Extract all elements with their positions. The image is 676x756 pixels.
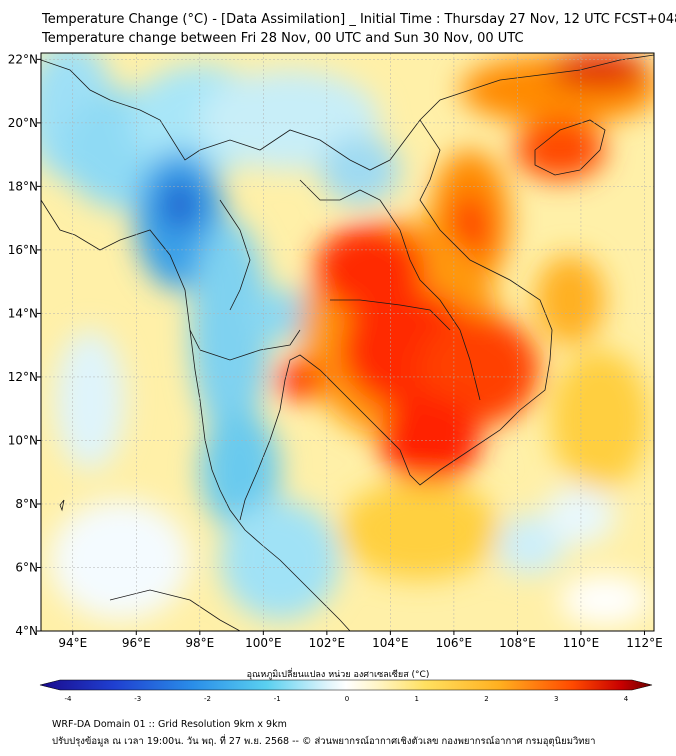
longitude-tick-label: 98°E	[185, 636, 214, 650]
latitude-ticks: 22°N 20°N 18°N 16°N 14°N 12°N 10°N 8°N 6°N 4°N	[8, 52, 41, 638]
longitude-tick-label: 104°E	[372, 636, 409, 650]
longitude-tick-label: 106°E	[436, 636, 473, 650]
footer-model-info: WRF-DA Domain 01 :: Grid Resolution 9km …	[52, 719, 287, 730]
colorbar-tick-label: 1	[415, 695, 419, 703]
longitude-tick-label: 100°E	[245, 636, 282, 650]
latitude-tick-label: 12°N	[8, 370, 38, 384]
longitude-ticks: 94°E 96°E 98°E 100°E 102°E 104°E 106°E 108°E 110…	[58, 631, 663, 650]
chart-subtitle: Temperature change between Fri 28 Nov, 0…	[42, 31, 524, 46]
longitude-tick-label: 96°E	[122, 636, 151, 650]
latitude-tick-label: 4°N	[15, 624, 38, 638]
colorbar-tick-label: 4	[624, 695, 629, 703]
latitude-tick-label: 16°N	[8, 243, 38, 257]
latitude-tick-label: 20°N	[8, 116, 38, 130]
longitude-tick-label: 94°E	[58, 636, 87, 650]
map-gridlines	[41, 53, 654, 632]
latitude-tick-label: 18°N	[8, 179, 38, 193]
colorbar: -4 -3 -2 -1 0 1 2 3 4	[39, 679, 653, 703]
colorbar-tick-label: -2	[204, 695, 211, 703]
colorbar-bar	[39, 679, 653, 691]
longitude-tick-label: 108°E	[499, 636, 536, 650]
chart-title: Temperature Change (°C) - [Data Assimila…	[42, 12, 676, 27]
colorbar-label: อุณหภูมิเปลี่ยนแปลง หน่วย องศาเซลเซียส (…	[246, 670, 430, 680]
latitude-tick-label: 10°N	[8, 433, 38, 447]
colorbar-ticks: -4 -3 -2 -1 0 1 2 3 4	[65, 695, 629, 703]
temperature-field	[41, 53, 654, 631]
footer-update-info: ปรับปรุงข้อมูล ณ เวลา 19:00น. วัน พฤ. ที…	[52, 736, 596, 747]
colorbar-tick-label: 0	[345, 695, 349, 703]
longitude-tick-label: 110°E	[563, 636, 600, 650]
latitude-tick-label: 6°N	[15, 560, 38, 574]
colorbar-tick-label: -4	[65, 695, 73, 703]
latitude-tick-label: 14°N	[8, 306, 38, 320]
colorbar-tick-label: 3	[554, 695, 558, 703]
colorbar-tick-label: -3	[134, 695, 141, 703]
latitude-tick-label: 8°N	[15, 497, 38, 511]
colorbar-tick-label: 2	[484, 695, 488, 703]
longitude-tick-label: 102°E	[309, 636, 346, 650]
coastlines	[41, 54, 654, 631]
colorbar-tick-label: -1	[274, 695, 281, 703]
longitude-tick-label: 112°E	[626, 636, 663, 650]
map-frame	[40, 52, 655, 632]
latitude-tick-label: 22°N	[8, 52, 38, 66]
